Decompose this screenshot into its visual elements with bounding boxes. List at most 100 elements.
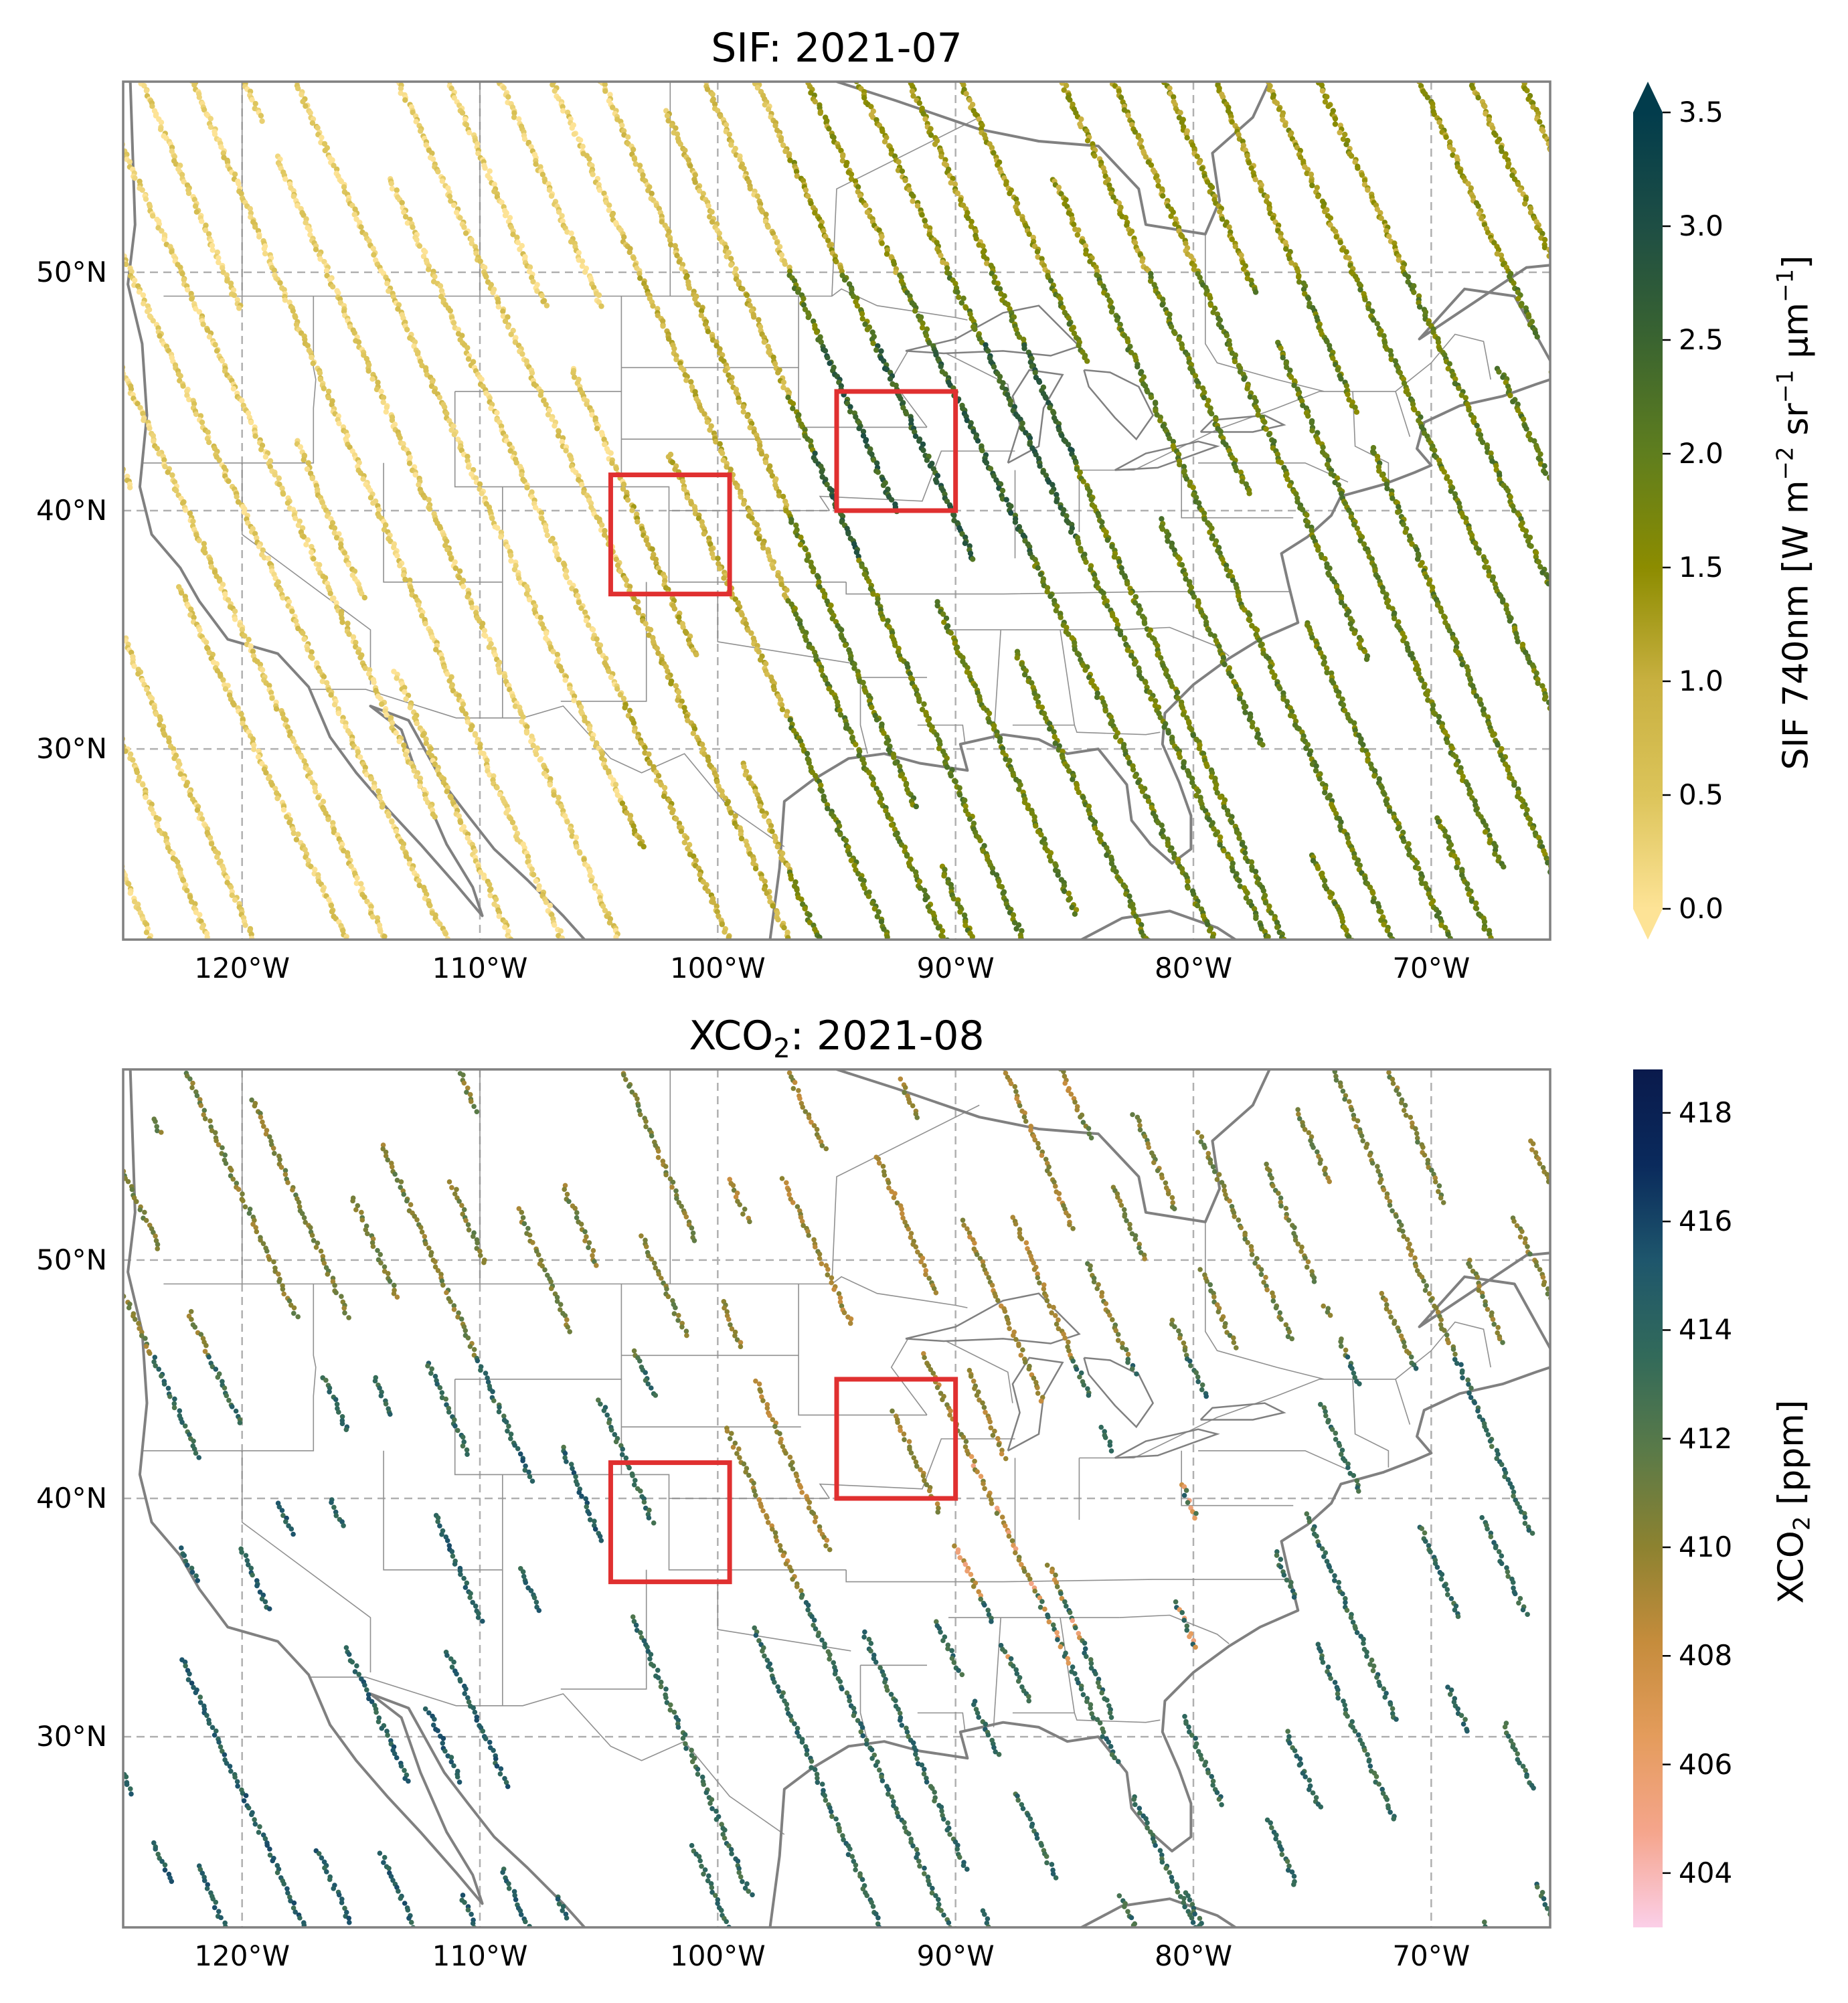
swath-point [646,752,651,757]
swath-point [723,368,728,373]
swath-point [577,850,582,855]
swath-point [98,210,103,215]
swath-point [263,454,268,459]
swath-point [442,74,448,80]
swath-point [819,469,824,474]
swath-point [379,701,384,707]
swath-point [853,742,858,747]
swath-point [262,246,267,251]
swath-point [741,166,746,171]
swath-point [339,620,345,625]
swath-point [110,897,116,902]
swath-point [336,421,341,426]
swath-point [228,884,234,889]
swath-point [893,950,898,955]
swath-point [332,702,337,707]
swath-point [614,466,619,471]
swath-point [984,460,989,465]
swath-point [441,64,446,69]
map-body [96,54,1578,980]
swath-point [991,364,997,369]
swath-point [117,629,122,634]
swath-point [281,807,286,812]
swath-point [315,795,321,800]
swath-point [770,565,776,571]
swath-point [1092,952,1097,957]
swath-point [485,56,490,62]
swath-point [232,608,238,614]
swath-point [236,64,241,69]
swath-point [100,581,105,586]
swath-point [332,525,337,531]
swath-point [467,130,472,135]
swath-point [136,70,141,75]
swath-point [437,62,442,68]
swath-point [1035,565,1041,570]
coastline [837,82,1270,234]
swath-point [466,464,471,470]
swath-point [308,110,313,116]
swath-point [798,542,803,547]
swath-point [827,361,832,366]
swath-point [482,165,487,171]
swath-point [807,912,812,918]
swath-point [643,621,648,626]
swath-point [274,706,279,711]
swath-point [1148,945,1153,950]
swath-point [105,337,110,343]
swath-point [596,292,602,298]
swath-point [489,515,495,521]
swath-point [394,675,399,681]
swath-point [1051,729,1056,734]
swath-point [205,430,211,435]
swath-point [808,438,813,444]
swath-point [590,736,595,742]
swath-point [537,58,543,63]
swath-point [291,739,297,744]
swath-point [881,483,886,488]
swath-point [303,103,308,108]
swath-point [1027,954,1033,959]
swath-point [452,432,457,437]
swath-point [108,118,113,124]
swath-point [478,258,483,264]
swath-point [330,596,335,602]
swath-point [416,602,421,608]
swath-point [820,944,825,949]
swath-point [818,110,823,116]
swath-point [1027,950,1033,956]
swath-point [196,537,201,543]
swath-point [183,61,189,66]
swath-point [566,952,572,958]
swath-point [286,66,292,71]
swath-point [922,897,928,902]
swath-point [130,757,135,762]
swath-point [606,203,612,208]
swath-point [790,948,795,953]
swath-point [100,424,105,430]
swath-point [392,74,398,80]
swath-point [579,482,584,487]
swath-point [760,545,766,550]
swath-point [972,327,977,332]
swath-point [1213,945,1219,950]
swath-point [889,946,894,951]
swath-point [1148,946,1153,952]
swath-point [214,348,220,353]
swath-point [278,587,283,592]
swath-point [608,450,614,456]
swath-point [242,922,248,928]
swath-point [543,67,549,72]
swath-point [295,831,301,837]
swath-point [346,562,351,568]
state-border [846,582,1291,594]
swath-point [728,262,734,268]
swath-point [103,695,108,701]
swath-point [432,814,438,819]
swath-point [112,235,117,240]
swath-point [102,588,107,593]
swath-point [410,224,415,230]
swath-point [621,696,626,701]
swath-point [501,85,507,90]
swath-point [548,76,553,81]
